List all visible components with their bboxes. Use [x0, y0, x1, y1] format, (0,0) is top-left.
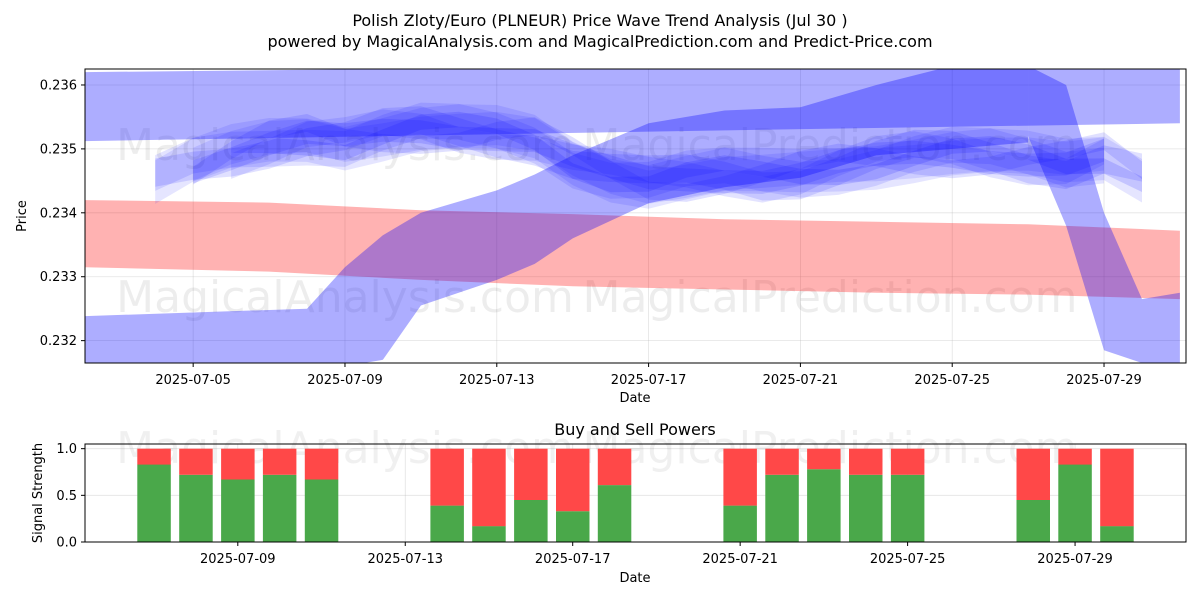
power-x-tick-label: 2025-07-13: [367, 552, 443, 567]
buy-power-bar: [890, 474, 925, 542]
price-grid: [85, 69, 1186, 363]
blue-top-band: [85, 69, 1180, 142]
chart-title: Polish Zloty/Euro (PLNEUR) Price Wave Tr…: [352, 11, 847, 30]
price-chart: MagicalAnalysis.com MagicalPrediction.co…: [15, 68, 1187, 406]
sell-power-bar: [597, 448, 632, 486]
power-x-tick-label: 2025-07-29: [1037, 552, 1113, 567]
buy-power-bar: [1100, 526, 1134, 542]
chart-subtitle: powered by MagicalAnalysis.com and Magic…: [267, 32, 932, 51]
price-x-tick-label: 2025-07-29: [1066, 373, 1142, 388]
power-y-tick-label: 0.0: [56, 536, 77, 551]
power-y-ticks: 0.0 0.5 1.0: [56, 442, 85, 551]
power-y-tick-label: 0.5: [56, 489, 77, 504]
price-x-tick-label: 2025-07-13: [459, 373, 535, 388]
power-x-ticks: 2025-07-09 2025-07-13 2025-07-17 2025-07-21…: [200, 542, 1113, 567]
price-series-clip: [85, 69, 1180, 363]
price-x-tick-label: 2025-07-05: [155, 373, 231, 388]
price-watermarks: MagicalAnalysis.com MagicalPrediction.co…: [116, 120, 1077, 323]
blue-wave-ribbon: [193, 111, 1104, 204]
power-chart: Buy and Sell Powers MagicalAnalysis.com …: [31, 420, 1187, 586]
price-x-label: Date: [619, 391, 650, 406]
watermark-mid-left: MagicalAnalysis.com: [116, 272, 574, 323]
blue-falling-band: [1028, 69, 1180, 363]
price-y-label: Price: [15, 200, 30, 232]
blue-wave-ribbon: [231, 111, 1143, 193]
blue-wave-ribbon: [155, 102, 1104, 199]
red-trend-band: [85, 200, 1180, 300]
buy-power-bar: [179, 474, 213, 542]
buy-power-bar: [1058, 464, 1092, 542]
buy-power-bar: [723, 505, 757, 542]
buy-power-bar: [430, 505, 464, 542]
sell-power-bar: [890, 448, 925, 475]
buy-power-bar: [1016, 500, 1050, 542]
price-x-ticks: 2025-07-05 2025-07-09 2025-07-13 2025-07-17…: [155, 363, 1142, 388]
sell-power-bar: [723, 448, 757, 506]
power-x-tick-label: 2025-07-25: [870, 552, 946, 567]
power-watermarks: MagicalAnalysis.com MagicalPrediction.co…: [116, 423, 1077, 474]
price-plot-frame: [84, 68, 1187, 364]
power-plot-frame: [84, 443, 1187, 543]
watermark-top-left: MagicalAnalysis.com: [116, 120, 574, 171]
price-y-tick-label: 0.232: [40, 334, 77, 349]
blue-wave-ribbon: [155, 104, 1142, 209]
power-y-label: Signal Strength: [31, 443, 46, 543]
buy-power-bar: [137, 464, 171, 542]
buy-power-bar: [765, 474, 799, 542]
power-x-tick-label: 2025-07-21: [702, 552, 778, 567]
buy-power-bar: [221, 479, 255, 542]
sell-power-bar: [221, 448, 255, 480]
watermark-mid-right: MagicalPrediction.com: [583, 272, 1078, 323]
price-y-ticks: 0.232 0.233 0.234 0.235 0.236: [40, 78, 85, 349]
power-chart-title: Buy and Sell Powers: [554, 420, 716, 439]
power-x-tick-label: 2025-07-17: [535, 552, 611, 567]
blue-wave-ribbon: [155, 106, 1142, 201]
price-y-tick-label: 0.236: [40, 78, 77, 93]
buy-power-bar: [597, 485, 632, 542]
blue-wave-ribbon: [231, 109, 1105, 203]
price-plot-area: [85, 69, 1186, 363]
power-y-tick-label: 1.0: [56, 442, 77, 457]
sell-power-bar: [472, 448, 506, 527]
blue-wave-ribbon: [193, 114, 1142, 202]
buy-power-bar: [262, 474, 297, 542]
price-x-tick-label: 2025-07-09: [307, 373, 383, 388]
sell-power-bar: [430, 448, 464, 506]
buy-power-bar: [849, 474, 883, 542]
buy-power-bar: [514, 500, 548, 542]
power-x-label: Date: [619, 571, 650, 586]
sell-power-bar: [1058, 448, 1092, 465]
sell-power-bar: [304, 448, 339, 480]
sell-power-bar: [556, 448, 590, 512]
sell-power-bar: [179, 448, 213, 475]
price-y-tick-label: 0.233: [40, 270, 77, 285]
buy-power-bar: [807, 469, 841, 542]
sell-power-bar: [765, 448, 799, 475]
buy-power-bar: [304, 479, 339, 542]
price-x-tick-label: 2025-07-21: [763, 373, 839, 388]
sell-power-bar: [514, 448, 548, 500]
watermark-top-right: MagicalPrediction.com: [583, 120, 1078, 171]
price-series: [85, 69, 1180, 363]
sell-power-bar: [849, 448, 883, 475]
blue-rising-band: [85, 69, 1029, 363]
price-x-tick-label: 2025-07-17: [611, 373, 687, 388]
sell-power-bar: [807, 448, 841, 470]
buy-power-bar: [556, 511, 590, 542]
price-x-tick-label: 2025-07-25: [914, 373, 990, 388]
sell-power-bar: [1016, 448, 1050, 500]
power-bars: [137, 448, 1134, 542]
price-y-tick-label: 0.234: [40, 206, 77, 221]
sell-power-bar: [137, 448, 171, 465]
sell-power-bar: [262, 448, 297, 475]
blue-wave-ribbon: [193, 118, 1104, 194]
price-y-tick-label: 0.235: [40, 142, 77, 157]
buy-power-bar: [472, 526, 506, 542]
power-x-tick-label: 2025-07-09: [200, 552, 276, 567]
sell-power-bar: [1100, 448, 1134, 527]
